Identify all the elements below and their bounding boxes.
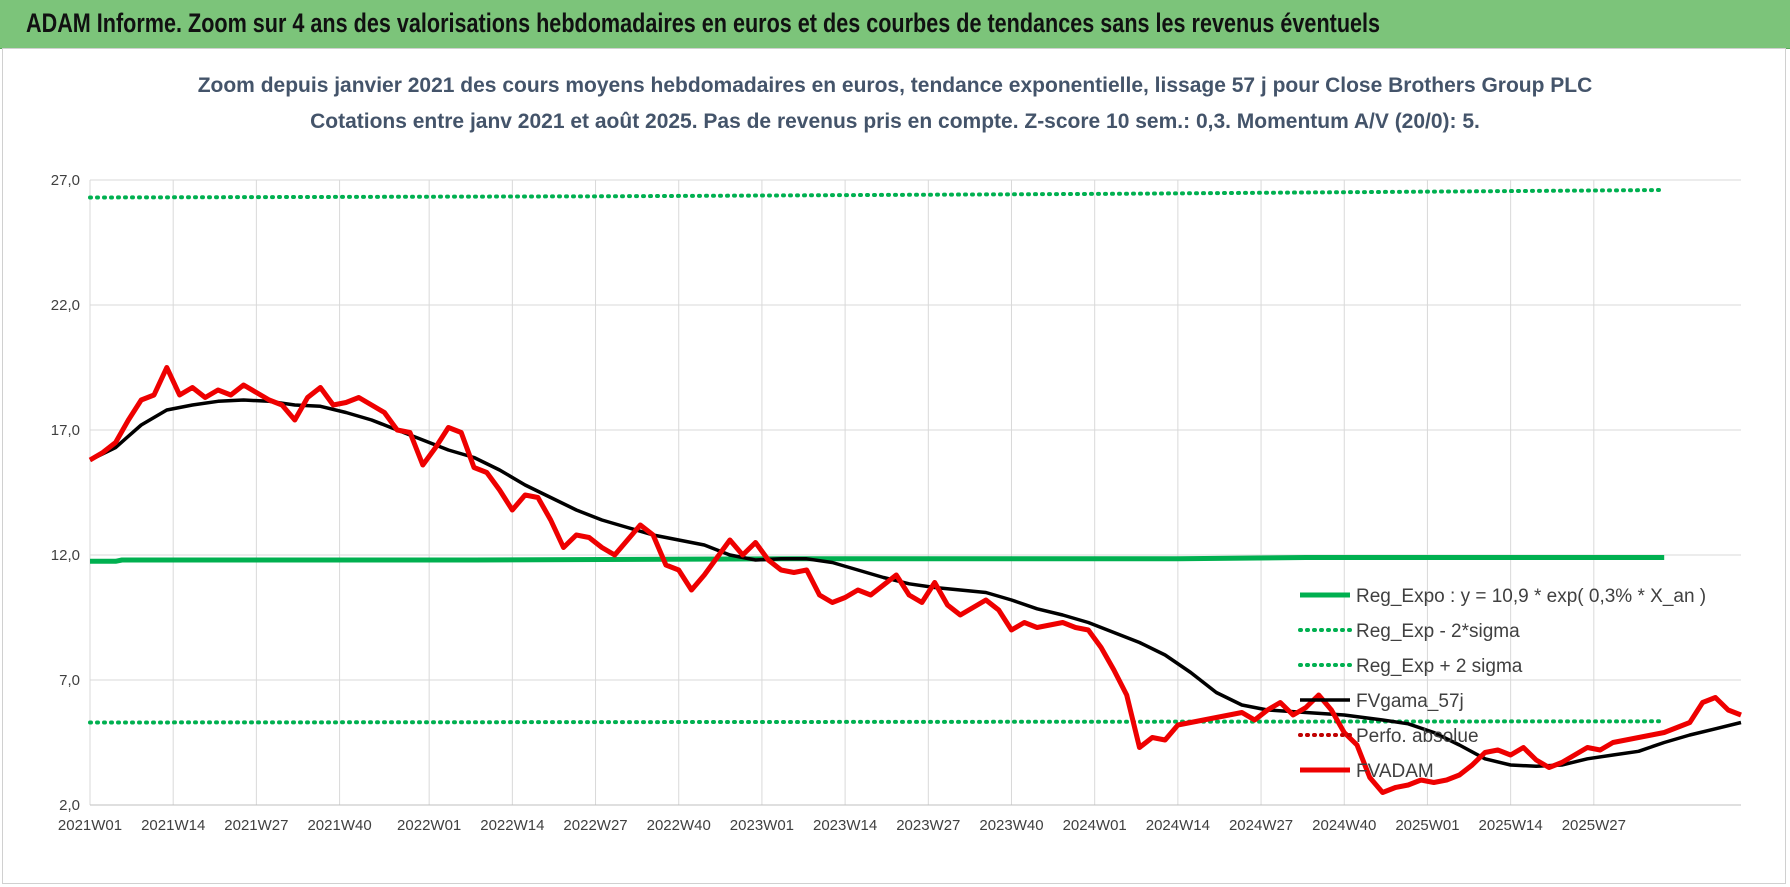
y-tick-label: 27,0 — [51, 172, 80, 189]
series-line-reg-exp-2-sigma — [88, 188, 1667, 200]
x-tick-label: 2021W40 — [307, 817, 371, 834]
x-tick-label: 2022W27 — [563, 817, 627, 834]
x-tick-label: 2024W14 — [1146, 817, 1210, 834]
x-tick-label: 2024W40 — [1312, 817, 1376, 834]
title-banner: ADAM Informe. Zoom sur 4 ans des valoris… — [0, 0, 1790, 49]
x-tick-label: 2023W40 — [979, 817, 1043, 834]
banner-title: ADAM Informe. Zoom sur 4 ans des valoris… — [26, 8, 1381, 38]
x-tick-label: 2021W14 — [141, 817, 205, 834]
legend-label-reg-exp-2-sigma: Reg_Exp + 2 sigma — [1356, 656, 1523, 677]
y-tick-label: 7,0 — [59, 672, 80, 689]
x-tick-label: 2025W27 — [1562, 817, 1626, 834]
x-tick-label: 2023W14 — [813, 817, 877, 834]
x-tick-label: 2022W01 — [397, 817, 461, 834]
y-tick-label: 12,0 — [51, 547, 80, 564]
y-tick-label: 22,0 — [51, 297, 80, 314]
legend-label-reg-expo-y-10-9-exp-0-3-x-an: Reg_Expo : y = 10,9 * exp( 0,3% * X_an ) — [1356, 586, 1706, 607]
y-tick-label: 17,0 — [51, 422, 80, 439]
y-tick-label: 2,0 — [59, 797, 80, 814]
x-tick-label: 2023W01 — [730, 817, 794, 834]
chart-title: Zoom depuis janvier 2021 des cours moyen… — [198, 74, 1593, 97]
x-tick-label: 2025W01 — [1395, 817, 1459, 834]
x-tick-label: 2024W01 — [1063, 817, 1127, 834]
x-tick-label: 2024W27 — [1229, 817, 1293, 834]
x-tick-label: 2021W01 — [58, 817, 122, 834]
legend-label-fvgama-57j: FVgama_57j — [1356, 691, 1464, 712]
grid-lines — [89, 179, 1741, 806]
x-tick-label: 2022W40 — [647, 817, 711, 834]
chart-frame — [2, 48, 1786, 884]
x-tick-label: 2023W27 — [896, 817, 960, 834]
legend-label-reg-exp-2-sigma: Reg_Exp - 2*sigma — [1356, 621, 1520, 642]
series-line-fvadam — [88, 365, 1742, 795]
x-tick-label: 2021W27 — [224, 817, 288, 834]
legend-label-perfo-absolue: Perfo. absolue — [1356, 726, 1479, 747]
series-line-fvgama-57j — [89, 398, 1742, 769]
x-tick-label: 2025W14 — [1479, 817, 1543, 834]
x-tick-label: 2022W14 — [480, 817, 544, 834]
legend-label-fvadam: FVADAM — [1356, 761, 1434, 782]
legend: Reg_Expo : y = 10,9 * exp( 0,3% * X_an )… — [1298, 586, 1706, 782]
series-line-reg-expo-y-10-9-exp-0-3-x-an — [90, 555, 1665, 564]
chart-subtitle: Cotations entre janv 2021 et août 2025. … — [310, 110, 1480, 133]
y-axis: 2,0 7,0 12,0 17,0 22,0 27,0 — [51, 172, 80, 814]
series-line-reg-exp-2-sigma — [88, 719, 1667, 725]
series-lines — [88, 188, 1742, 795]
x-axis: 2021W01 2021W14 2021W27 2021W40 2022W01 2022W… — [58, 804, 1741, 834]
